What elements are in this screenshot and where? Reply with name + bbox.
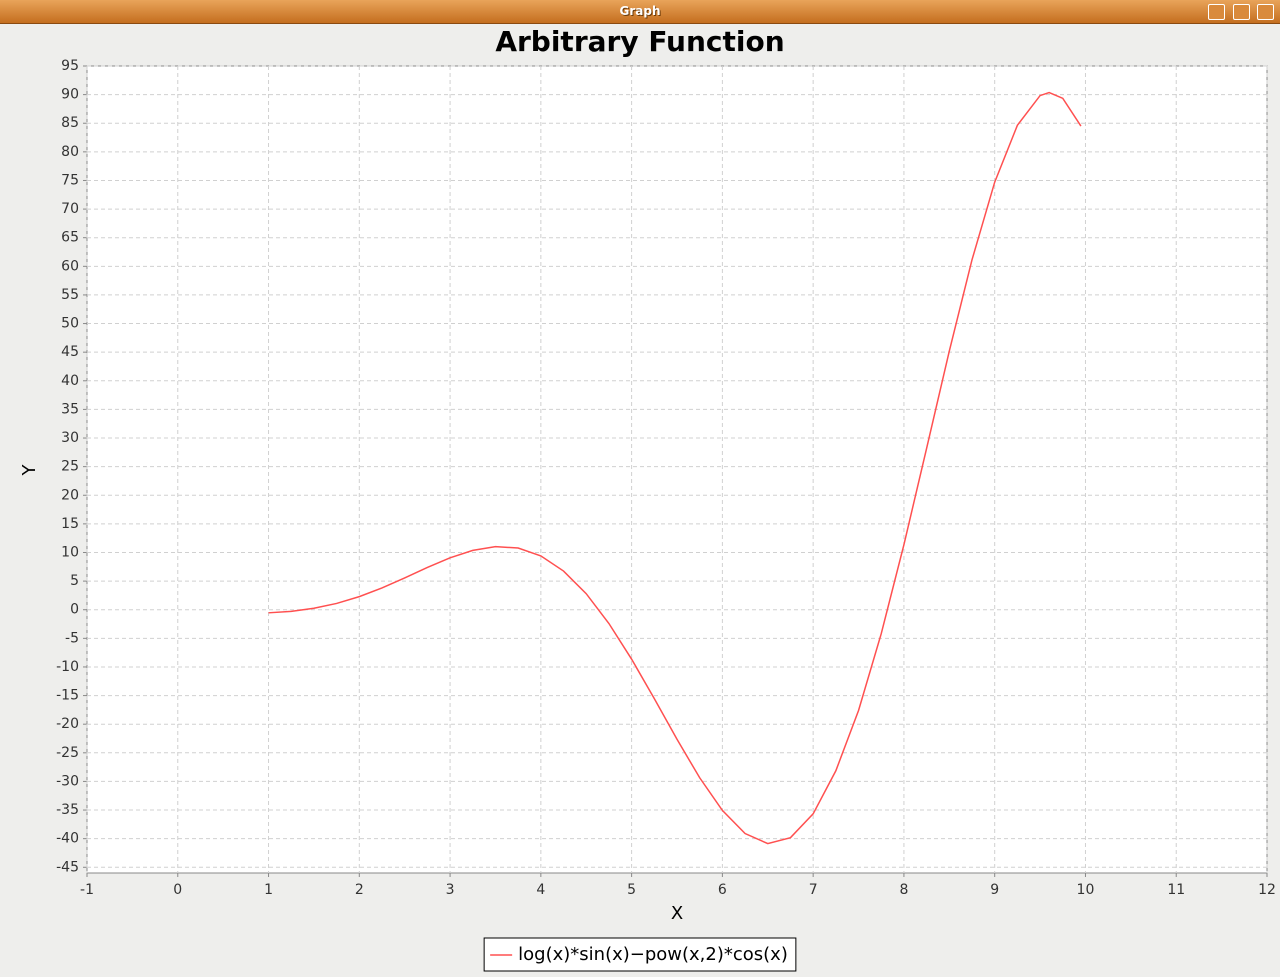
y-tick-label: -20 xyxy=(56,716,79,732)
title-bar: Graph xyxy=(0,0,1280,24)
x-tick-label: 6 xyxy=(718,882,727,898)
x-axis-label: X xyxy=(671,903,683,924)
legend-label: log(x)*sin(x)−pow(x,2)*cos(x) xyxy=(518,944,788,965)
y-tick-label: 80 xyxy=(61,144,79,160)
y-tick-label: 5 xyxy=(70,573,79,589)
maximize-button[interactable] xyxy=(1233,4,1250,20)
y-tick-label: 60 xyxy=(61,258,79,274)
chart-title: Arbitrary Function xyxy=(495,25,784,58)
y-tick-label: 65 xyxy=(61,230,79,246)
y-tick-label: 85 xyxy=(61,115,79,131)
y-axis-label: Y xyxy=(19,464,40,477)
y-tick-label: -15 xyxy=(56,688,79,704)
x-tick-label: 7 xyxy=(809,882,818,898)
y-tick-label: -25 xyxy=(56,745,79,761)
x-tick-label: 10 xyxy=(1077,882,1095,898)
y-tick-label: 40 xyxy=(61,373,79,389)
chart: Arbitrary Function X Y -45 -40 -35 -30 -25 -2… xyxy=(19,25,1276,972)
legend-box xyxy=(483,937,797,972)
y-tick-label: 15 xyxy=(61,516,79,532)
y-tick-label: 35 xyxy=(61,401,79,417)
y-tick-label: 0 xyxy=(70,602,79,618)
window-title: Graph xyxy=(619,4,661,18)
close-button[interactable] xyxy=(1257,4,1274,20)
x-tick-label: 12 xyxy=(1258,882,1276,898)
y-tick-label: -10 xyxy=(56,659,79,675)
y-tick-label: -5 xyxy=(65,630,79,646)
y-tick-label: 45 xyxy=(61,344,79,360)
legend: log(x)*sin(x)−pow(x,2)*cos(x) xyxy=(483,937,797,972)
y-tick-label: 20 xyxy=(61,487,79,503)
y-tick-label: -40 xyxy=(56,831,79,847)
y-tick-label: -45 xyxy=(56,859,79,875)
x-tick-label: 4 xyxy=(536,882,545,898)
y-tick-label: -35 xyxy=(56,802,79,818)
minimize-button[interactable] xyxy=(1208,4,1225,20)
x-tick-label: 5 xyxy=(627,882,636,898)
x-tick-label: 8 xyxy=(899,882,908,898)
plot-area xyxy=(86,65,1268,874)
series-line xyxy=(268,91,1082,845)
x-tick-label: 3 xyxy=(446,882,455,898)
y-tick-label: 50 xyxy=(61,316,79,332)
x-tick-label: 9 xyxy=(990,882,999,898)
y-tick-label: 70 xyxy=(61,201,79,217)
y-tick-label: 75 xyxy=(61,172,79,188)
y-tick-label: 30 xyxy=(61,430,79,446)
x-tick-label: 2 xyxy=(355,882,364,898)
y-tick-label: 95 xyxy=(61,58,79,74)
x-tick-label: 11 xyxy=(1167,882,1185,898)
y-tick-label: 55 xyxy=(61,287,79,303)
y-tick-label: -30 xyxy=(56,773,79,789)
x-tick-label: -1 xyxy=(80,882,94,898)
y-tick-label: 10 xyxy=(61,544,79,560)
y-tick-label: 25 xyxy=(61,459,79,475)
x-tick-label: 0 xyxy=(173,882,182,898)
x-tick-label: 1 xyxy=(264,882,273,898)
y-tick-label: 90 xyxy=(61,87,79,103)
